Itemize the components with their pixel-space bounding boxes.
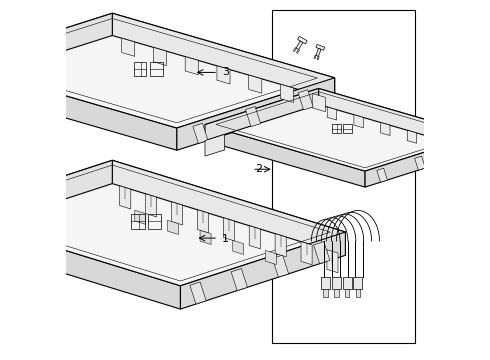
Polygon shape [0, 13, 335, 128]
Polygon shape [197, 210, 209, 233]
Polygon shape [275, 234, 286, 257]
Polygon shape [272, 10, 416, 343]
Polygon shape [185, 57, 198, 75]
Polygon shape [294, 48, 296, 51]
Polygon shape [297, 36, 307, 44]
Polygon shape [200, 230, 211, 244]
Polygon shape [327, 249, 338, 273]
Polygon shape [314, 242, 330, 264]
Polygon shape [353, 277, 363, 289]
Polygon shape [122, 38, 135, 56]
Polygon shape [135, 210, 146, 224]
Polygon shape [453, 144, 463, 158]
Polygon shape [301, 242, 312, 265]
Polygon shape [0, 160, 345, 286]
Polygon shape [249, 226, 260, 249]
Polygon shape [415, 156, 425, 170]
Polygon shape [217, 66, 230, 84]
Text: 2: 2 [255, 164, 262, 174]
Polygon shape [314, 55, 316, 59]
Polygon shape [323, 289, 328, 297]
Polygon shape [112, 13, 335, 100]
Polygon shape [321, 277, 330, 289]
Polygon shape [312, 94, 325, 112]
Polygon shape [146, 194, 157, 217]
Polygon shape [345, 289, 349, 297]
Polygon shape [177, 78, 335, 150]
Polygon shape [316, 48, 321, 57]
Polygon shape [381, 122, 390, 136]
Polygon shape [0, 13, 112, 86]
Polygon shape [190, 282, 206, 304]
Polygon shape [296, 41, 303, 50]
Polygon shape [223, 218, 234, 241]
Polygon shape [172, 202, 183, 225]
Polygon shape [318, 89, 479, 151]
Polygon shape [249, 75, 262, 93]
Polygon shape [434, 138, 443, 151]
Polygon shape [316, 44, 325, 50]
Polygon shape [120, 186, 131, 209]
Polygon shape [0, 160, 112, 237]
Polygon shape [112, 160, 345, 255]
Polygon shape [205, 125, 365, 187]
Text: 3: 3 [221, 67, 229, 77]
Polygon shape [231, 269, 247, 291]
Polygon shape [153, 48, 167, 66]
Polygon shape [168, 220, 178, 234]
Polygon shape [205, 134, 224, 156]
Polygon shape [180, 232, 345, 309]
Polygon shape [0, 63, 177, 150]
Polygon shape [334, 289, 339, 297]
Polygon shape [332, 277, 341, 289]
Polygon shape [205, 89, 318, 141]
Polygon shape [343, 277, 352, 289]
Polygon shape [233, 240, 244, 255]
Polygon shape [327, 107, 337, 120]
Polygon shape [245, 107, 261, 127]
Polygon shape [365, 135, 479, 187]
Polygon shape [296, 49, 299, 53]
Polygon shape [193, 123, 208, 143]
Polygon shape [298, 90, 313, 110]
Polygon shape [356, 289, 360, 297]
Polygon shape [407, 130, 416, 143]
Polygon shape [266, 251, 276, 265]
Polygon shape [0, 214, 180, 309]
Polygon shape [354, 115, 363, 128]
Polygon shape [272, 255, 289, 277]
Polygon shape [377, 168, 388, 182]
Polygon shape [205, 89, 479, 171]
Polygon shape [280, 84, 294, 103]
Polygon shape [317, 56, 319, 60]
Polygon shape [461, 146, 470, 159]
Text: 1: 1 [221, 234, 229, 244]
